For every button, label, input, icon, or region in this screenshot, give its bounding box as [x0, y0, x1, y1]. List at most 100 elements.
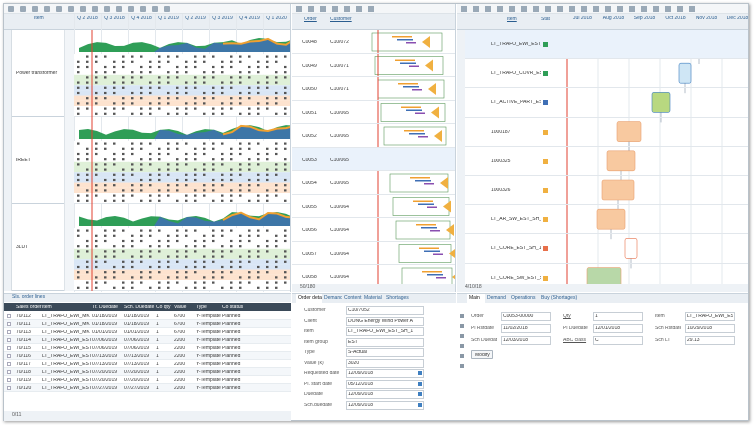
tool-icon[interactable]	[509, 6, 515, 12]
tool-icon[interactable]	[653, 6, 659, 12]
date-icon[interactable]	[418, 402, 422, 407]
field-input[interactable]	[346, 327, 424, 336]
row-check[interactable]	[7, 338, 11, 342]
tab[interactable]: Shortages	[386, 295, 409, 301]
field-input[interactable]	[685, 336, 735, 345]
tab[interactable]: Main	[467, 294, 485, 303]
tool-icon[interactable]	[641, 6, 647, 12]
cell-value	[221, 234, 224, 237]
tool-icon[interactable]	[677, 6, 683, 12]
row-band	[74, 90, 290, 96]
cell-value	[86, 81, 89, 84]
tab[interactable]: Operations	[511, 295, 536, 301]
tool-icon[interactable]	[20, 6, 26, 12]
cell-value	[248, 168, 251, 171]
tool-icon[interactable]	[332, 6, 338, 12]
tool-icon[interactable]	[56, 6, 62, 12]
tool-icon[interactable]	[116, 6, 122, 12]
row-check[interactable]	[7, 354, 11, 358]
tab[interactable]: Material	[364, 295, 382, 301]
tab[interactable]: Buy (Shortages)	[541, 295, 578, 301]
cell-value	[167, 184, 170, 187]
field-input[interactable]	[685, 312, 735, 321]
tab[interactable]: Order detail	[296, 294, 322, 303]
date-icon[interactable]	[418, 381, 422, 386]
tool-icon[interactable]	[152, 6, 158, 12]
tool-icon[interactable]	[461, 6, 467, 12]
tool-icon[interactable]	[605, 6, 611, 12]
tool-icon[interactable]	[581, 6, 587, 12]
tool-icon[interactable]	[164, 6, 170, 12]
row-check[interactable]	[7, 330, 11, 334]
tool-icon[interactable]	[32, 6, 38, 12]
field-input[interactable]	[346, 348, 424, 357]
modify-button[interactable]: Modify	[471, 350, 493, 359]
row-check[interactable]	[7, 386, 11, 390]
tool-icon[interactable]	[665, 6, 671, 12]
tool-icon[interactable]	[629, 6, 635, 12]
tool-icon[interactable]	[533, 6, 539, 12]
side-icon[interactable]	[460, 334, 464, 338]
side-icon[interactable]	[460, 354, 464, 358]
field-input[interactable]	[346, 369, 424, 378]
tool-icon[interactable]	[128, 6, 134, 12]
cell-value	[284, 276, 287, 279]
tool-icon[interactable]	[497, 6, 503, 12]
tool-icon[interactable]	[473, 6, 479, 12]
date-icon[interactable]	[418, 392, 422, 396]
date-icon[interactable]	[418, 371, 422, 375]
tab[interactable]: Demand	[324, 295, 342, 301]
tool-icon[interactable]	[8, 6, 14, 12]
tool-icon[interactable]	[557, 6, 563, 12]
item-row	[457, 234, 748, 264]
tool-icon[interactable]	[44, 6, 50, 12]
tool-icon[interactable]	[617, 6, 623, 12]
side-icon[interactable]	[460, 364, 464, 368]
field-input[interactable]	[501, 324, 551, 333]
tool-icon[interactable]	[368, 6, 374, 12]
tool-icon[interactable]	[569, 6, 575, 12]
field-input[interactable]	[346, 358, 424, 368]
field-input[interactable]	[593, 324, 643, 333]
tool-icon[interactable]	[689, 6, 695, 12]
field-input[interactable]	[501, 312, 551, 321]
field-input[interactable]	[346, 379, 424, 389]
field-input[interactable]	[346, 306, 424, 315]
tool-icon[interactable]	[68, 6, 74, 12]
tool-icon[interactable]	[545, 6, 551, 12]
tool-icon[interactable]	[308, 6, 314, 12]
row-check[interactable]	[7, 362, 11, 366]
tool-icon[interactable]	[296, 6, 302, 12]
row-check[interactable]	[7, 314, 11, 318]
row-check[interactable]	[7, 370, 11, 374]
tool-icon[interactable]	[344, 6, 350, 12]
tool-icon[interactable]	[104, 6, 110, 12]
field-input[interactable]	[501, 336, 551, 345]
field-input[interactable]	[346, 337, 424, 347]
tool-icon[interactable]	[521, 6, 527, 12]
tool-icon[interactable]	[320, 6, 326, 12]
tool-icon[interactable]	[356, 6, 362, 12]
tool-icon[interactable]	[485, 6, 491, 12]
field-input[interactable]	[346, 390, 424, 399]
tool-icon[interactable]	[593, 6, 599, 12]
cell-value	[140, 189, 143, 192]
tab[interactable]: Demand	[487, 295, 506, 301]
field-input[interactable]	[685, 324, 735, 333]
field-input[interactable]	[593, 312, 643, 321]
toolbar	[4, 4, 290, 14]
row-check[interactable]	[7, 346, 11, 350]
field-input[interactable]	[593, 336, 643, 345]
tool-icon[interactable]	[80, 6, 86, 12]
side-icon[interactable]	[460, 344, 464, 348]
field-input[interactable]	[346, 316, 424, 326]
tool-icon[interactable]	[140, 6, 146, 12]
tool-icon[interactable]	[92, 6, 98, 12]
side-icon[interactable]	[460, 324, 464, 328]
row-check[interactable]	[7, 322, 11, 326]
field-input[interactable]	[346, 400, 424, 410]
tab[interactable]: Content	[344, 295, 362, 301]
row-check[interactable]	[7, 378, 11, 382]
cell-value	[140, 168, 143, 171]
side-icon[interactable]	[460, 314, 464, 318]
